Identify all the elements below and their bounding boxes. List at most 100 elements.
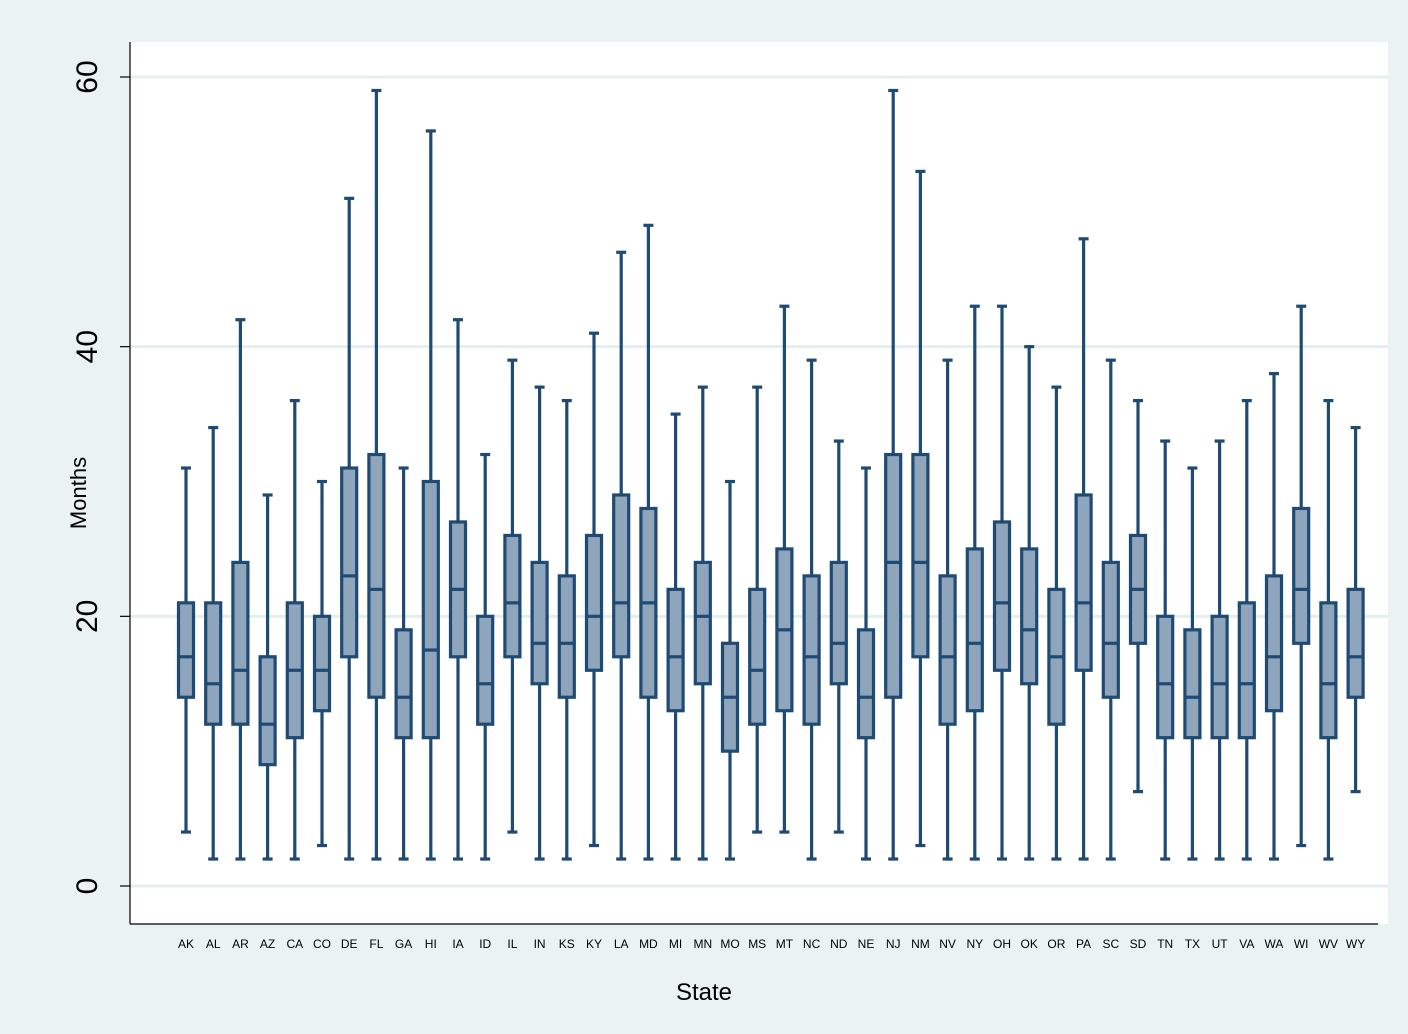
x-tick-label-ny: NY [966,937,983,951]
x-tick-label-ia: IA [452,937,463,951]
box-ne [856,466,876,861]
box-sd [1128,399,1148,794]
x-tick-label-mo: MO [720,937,739,951]
x-tick-label-ca: CA [286,937,303,951]
x-tick-label-tx: TX [1185,937,1200,951]
x-tick-label-nd: ND [830,937,848,951]
iqr-box [204,601,223,726]
box-ok [1020,345,1039,861]
plot-area [130,42,1388,924]
x-tick-label-il: IL [507,937,517,951]
x-tick-label-pa: PA [1076,937,1091,951]
iqr-box [829,560,848,686]
iqr-box [666,587,685,713]
iqr-box [312,614,332,713]
box-ca [285,399,304,861]
y-tick-label-40: 40 [71,330,104,363]
box-de [340,196,359,861]
x-tick-label-mt: MT [776,937,794,951]
box-nj [884,88,903,861]
x-tick-label-ak: AK [178,937,194,951]
iqr-box [258,655,277,767]
iqr-box [367,452,386,699]
x-tick-label-la: LA [614,937,629,951]
box-la [612,250,631,861]
box-md [639,223,658,861]
box-hi [421,129,440,861]
box-nc [802,358,821,861]
box-tn [1156,439,1175,861]
iqr-box [530,560,549,686]
x-tick-label-hi: HI [425,937,437,951]
box-mi [666,412,685,861]
x-tick-label-ne: NE [858,937,875,951]
iqr-box [911,452,930,659]
box-wi [1292,304,1311,848]
x-tick-label-sd: SD [1130,937,1147,951]
box-az [258,493,277,861]
x-tick-label-mi: MI [669,937,682,951]
box-nd [829,439,848,834]
x-tick-label-al: AL [206,937,221,951]
box-ms [748,385,767,834]
x-tick-label-nc: NC [803,937,821,951]
box-ga [394,466,413,861]
iqr-box [965,547,984,713]
x-tick-label-wa: WA [1265,937,1284,951]
iqr-box [884,452,903,699]
iqr-box [1264,574,1284,713]
iqr-box [476,614,495,726]
iqr-box [340,466,359,659]
x-axis-label: State [676,979,732,1006]
iqr-box [1020,547,1039,686]
iqr-box [693,560,712,686]
y-tick-label-60: 60 [71,60,104,93]
x-tick-label-ky: KY [586,937,602,951]
box-ia [448,318,468,861]
x-tick-label-or: OR [1047,937,1065,951]
box-ak [176,466,196,834]
box-il [503,358,522,834]
box-ky [584,331,604,848]
iqr-box [1210,614,1229,740]
x-tick-label-ga: GA [395,937,412,951]
x-tick-label-mn: MN [693,937,712,951]
iqr-box [394,628,413,740]
iqr-box [1346,587,1365,699]
x-tick-label-ut: UT [1212,937,1229,951]
x-tick-label-az: AZ [260,937,275,951]
x-axis-tick-labels: AK AL AR AZ CA CO DE FL GA HI IA ID IL IN KS KY LA MD MI MN… [178,937,1365,951]
box-va [1237,399,1256,861]
box-mn [693,385,712,861]
x-tick-label-nm: NM [911,937,930,951]
grid-lines [130,75,1388,888]
y-tick-label-0: 0 [71,878,104,895]
x-tick-label-nj: NJ [886,937,901,951]
box-oh [992,304,1012,861]
x-tick-label-sc: SC [1102,937,1119,951]
box-ar [231,318,250,861]
y-tick-label-20: 20 [71,600,104,633]
x-tick-label-ar: AR [232,937,249,951]
x-tick-label-fl: FL [369,937,383,951]
box-al [204,425,223,861]
iqr-box [503,533,522,659]
iqr-box [1292,506,1311,645]
x-tick-label-ms: MS [748,937,766,951]
iqr-box [176,601,196,699]
x-tick-label-nv: NV [939,937,956,951]
box-ks [557,399,576,861]
iqr-box [557,574,576,699]
box-wa [1264,372,1284,861]
x-tick-label-md: MD [639,937,658,951]
x-tick-label-wi: WI [1294,937,1309,951]
iqr-box [1156,614,1175,740]
x-tick-label-tn: TN [1157,937,1173,951]
x-tick-label-wv: WV [1319,937,1338,951]
x-tick-label-va: VA [1239,937,1254,951]
x-tick-label-co: CO [313,937,331,951]
x-tick-label-wy: WY [1346,937,1365,951]
x-tick-label-in: IN [534,937,546,951]
